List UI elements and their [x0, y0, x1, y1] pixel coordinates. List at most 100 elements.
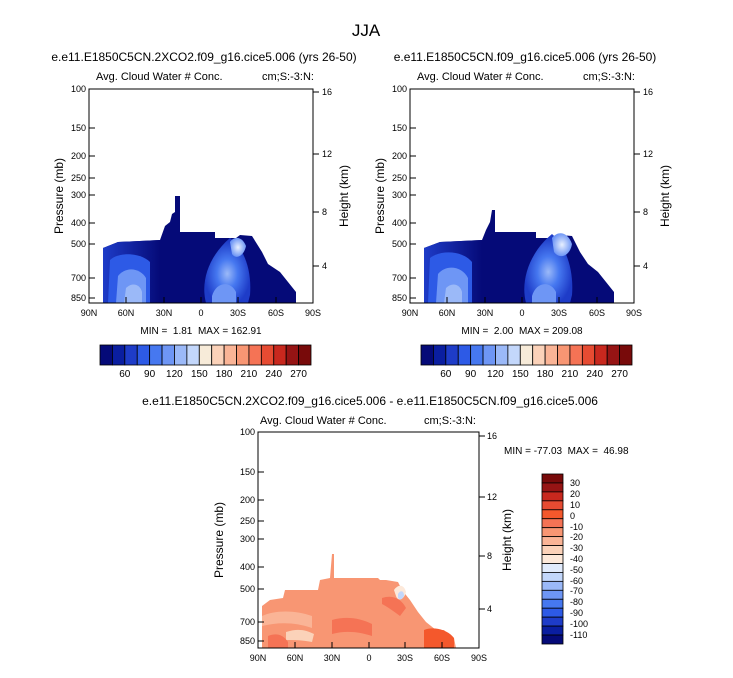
- panel-title: e.e11.E1850C5CN.2XCO2.f09_g16.cice5.006 …: [51, 50, 356, 64]
- colorbar-swatch: [541, 572, 564, 582]
- colorbar-swatch: [470, 344, 484, 366]
- y2-tick-label: 8: [322, 207, 327, 217]
- data-field: [262, 554, 456, 648]
- x-tick-label: 0: [198, 308, 203, 318]
- x-tick-label: 90N: [250, 653, 267, 663]
- x-tick-label: 90S: [305, 308, 321, 318]
- colorbar-swatch: [248, 344, 262, 366]
- colorbar-label: -30: [570, 543, 583, 553]
- colorbar-label: -60: [570, 576, 583, 586]
- y-tick-label: 500: [392, 239, 407, 249]
- colorbar-label: 270: [290, 369, 307, 380]
- y2-tick-label: 12: [487, 492, 497, 502]
- stats-line: MIN = 1.81 MAX = 162.91: [140, 326, 262, 337]
- y-tick-label: 200: [71, 151, 86, 161]
- colorbar-label: 120: [487, 369, 504, 380]
- colorbar-swatch: [519, 344, 534, 366]
- x-tick-label: 30N: [156, 308, 173, 318]
- colorbar-swatch: [606, 344, 620, 366]
- y2-tick-label: 12: [643, 149, 653, 159]
- y-tick-label: 150: [392, 123, 407, 133]
- x-tick-label: 60N: [287, 653, 304, 663]
- colorbar-label: 0: [570, 511, 575, 521]
- colorbar-swatch: [581, 344, 596, 366]
- colorbar-swatch: [161, 344, 175, 366]
- colorbar: [420, 344, 633, 366]
- stats-max-label: MAX =: [519, 326, 549, 337]
- colorbar-label: 180: [537, 369, 554, 380]
- y-axis-label: Pressure (mb): [212, 502, 226, 578]
- stats-max-value: 162.91: [231, 326, 262, 337]
- x-tick-label: 30N: [324, 653, 341, 663]
- y-axis-right: 16 12 8 4 Height (km): [479, 431, 514, 614]
- stats-line: MIN = 2.00 MAX = 209.08: [461, 326, 583, 337]
- colorbar-swatch: [541, 500, 564, 511]
- y2-axis-label: Height (km): [658, 165, 672, 227]
- y2-tick-label: 4: [322, 261, 327, 271]
- colorbar-swatch: [541, 527, 564, 538]
- y-tick-label: 150: [71, 123, 86, 133]
- stats-min-label: MIN =: [140, 326, 167, 337]
- x-tick-label: 0: [519, 308, 524, 318]
- y-tick-label: 400: [240, 562, 255, 572]
- y-axis-right: 16 12 8 4 Height (km): [313, 87, 351, 271]
- panel-right: e.e11.E1850C5CN.f09_g16.cice5.006 (yrs 2…: [373, 50, 672, 380]
- stats-line: MIN = -77.03 MAX = 46.98: [504, 446, 629, 457]
- colorbar-swatch: [198, 344, 213, 366]
- panel-left-label: Avg. Cloud Water # Conc.: [96, 71, 223, 83]
- colorbar-swatch: [186, 344, 200, 366]
- colorbar: [541, 473, 564, 645]
- y2-tick-label: 4: [643, 261, 648, 271]
- colorbar-swatch: [619, 344, 633, 366]
- stats-min-label: MIN =: [461, 326, 488, 337]
- colorbar-swatch: [457, 344, 472, 366]
- stats-max-value: 209.08: [552, 326, 583, 337]
- colorbar-swatch: [223, 344, 237, 366]
- colorbar-swatch: [569, 344, 583, 366]
- y-tick-label: 850: [240, 636, 255, 646]
- panel-left-label: Avg. Cloud Water # Conc.: [417, 71, 544, 83]
- colorbar-label: -40: [570, 554, 583, 564]
- x-axis: 90N 60N 30N 0 30S 60S 90S: [250, 642, 487, 663]
- colorbar-label: 20: [570, 489, 580, 499]
- colorbar-label: 30: [570, 478, 580, 488]
- y-tick-label: 150: [240, 467, 255, 477]
- x-tick-label: 90N: [81, 308, 98, 318]
- colorbar-swatch: [532, 344, 546, 366]
- colorbar-label: 210: [241, 369, 258, 380]
- y-tick-label: 850: [392, 293, 407, 303]
- colorbar-label: 10: [570, 500, 580, 510]
- colorbar-swatch: [112, 344, 126, 366]
- colorbar-swatch: [124, 344, 138, 366]
- colorbar-label: 240: [265, 369, 282, 380]
- colorbar-swatch: [541, 509, 564, 520]
- x-tick-label: 30S: [230, 308, 246, 318]
- panel-title: e.e11.E1850C5CN.2XCO2.f09_g16.cice5.006 …: [142, 394, 598, 408]
- colorbar-swatch: [482, 344, 496, 366]
- colorbar-swatch: [507, 344, 521, 366]
- colorbar-swatch: [260, 344, 275, 366]
- data-field: [424, 210, 614, 303]
- x-tick-label: 60N: [118, 308, 135, 318]
- x-axis: 90N 60N 30N 0 30S 60S 90S: [81, 297, 321, 318]
- y2-tick-label: 12: [322, 149, 332, 159]
- colorbar-swatch: [541, 634, 564, 645]
- colorbar-label: 90: [465, 369, 477, 380]
- colorbar-swatch: [174, 344, 188, 366]
- colorbar-label: 150: [191, 369, 208, 380]
- colorbar-swatch: [541, 598, 564, 609]
- colorbar-swatch: [273, 344, 287, 366]
- colorbar-swatch: [298, 344, 312, 366]
- x-tick-label: 90S: [626, 308, 642, 318]
- y-axis-right: 16 12 8 4 Height (km): [634, 87, 672, 271]
- y2-tick-label: 16: [643, 87, 653, 97]
- y-tick-label: 250: [240, 516, 255, 526]
- colorbar-label: 210: [562, 369, 579, 380]
- colorbar-label: -20: [570, 532, 583, 542]
- colorbar-swatch: [541, 563, 564, 573]
- colorbar-label: -100: [570, 619, 588, 629]
- y-tick-label: 100: [392, 84, 407, 94]
- data-field: [103, 196, 296, 303]
- colorbar-swatch: [211, 344, 225, 366]
